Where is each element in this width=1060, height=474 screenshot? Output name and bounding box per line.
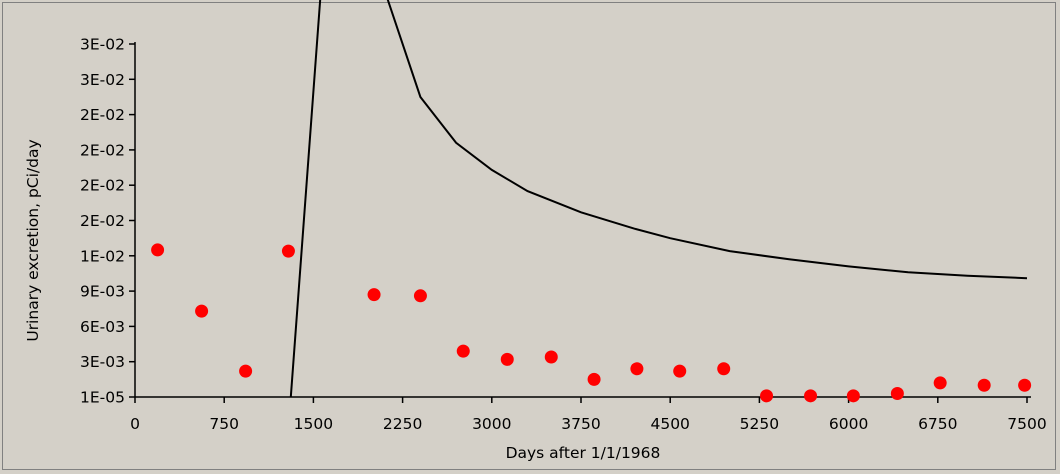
data-point xyxy=(717,362,731,376)
x-tick-label: 7500 xyxy=(1007,415,1046,433)
fit-curve-line xyxy=(289,0,1028,398)
y-tick-label: 6E-03 xyxy=(80,318,125,336)
x-tick-label: 6750 xyxy=(918,415,957,433)
x-tick-label: 5250 xyxy=(740,415,779,433)
data-point xyxy=(1018,378,1032,392)
data-point xyxy=(367,288,381,302)
data-point xyxy=(456,344,470,358)
x-axis-title: Days after 1/1/1968 xyxy=(506,444,661,462)
y-tick-label: 2E-02 xyxy=(80,212,125,230)
x-tick-label: 3000 xyxy=(472,415,511,433)
data-point xyxy=(846,389,860,403)
data-point xyxy=(281,244,295,258)
data-point xyxy=(630,362,644,376)
x-tick-label: 1500 xyxy=(294,415,333,433)
y-tick-label: 9E-03 xyxy=(80,283,125,301)
data-point xyxy=(933,376,947,390)
data-point xyxy=(673,364,687,378)
data-point xyxy=(195,304,209,318)
data-point xyxy=(804,389,818,403)
data-point xyxy=(151,243,165,257)
data-point xyxy=(587,372,601,386)
y-tick-label: 3E-03 xyxy=(80,353,125,371)
y-tick-label: 2E-02 xyxy=(80,177,125,195)
data-point xyxy=(544,350,558,364)
y-tick-label: 2E-02 xyxy=(80,141,125,159)
y-tick-label: 1E-02 xyxy=(80,247,125,265)
data-point xyxy=(239,364,253,378)
x-tick-label: 2250 xyxy=(383,415,422,433)
x-tick-label: 6000 xyxy=(829,415,868,433)
y-tick-label: 3E-02 xyxy=(80,36,125,54)
data-point xyxy=(890,386,904,400)
data-point xyxy=(413,289,427,303)
y-tick-label: 2E-02 xyxy=(80,106,125,124)
x-tick-label: 0 xyxy=(130,415,140,433)
y-tick-label: 1E-05 xyxy=(80,389,125,407)
x-tick-label: 4500 xyxy=(650,415,689,433)
data-point xyxy=(500,352,514,366)
data-point xyxy=(760,389,774,403)
y-tick-label: 3E-02 xyxy=(80,71,125,89)
data-point xyxy=(977,378,991,392)
x-tick-label: 750 xyxy=(209,415,239,433)
x-tick-label: 3750 xyxy=(561,415,600,433)
y-axis-title: Urinary excretion, pCi/day xyxy=(24,139,42,341)
